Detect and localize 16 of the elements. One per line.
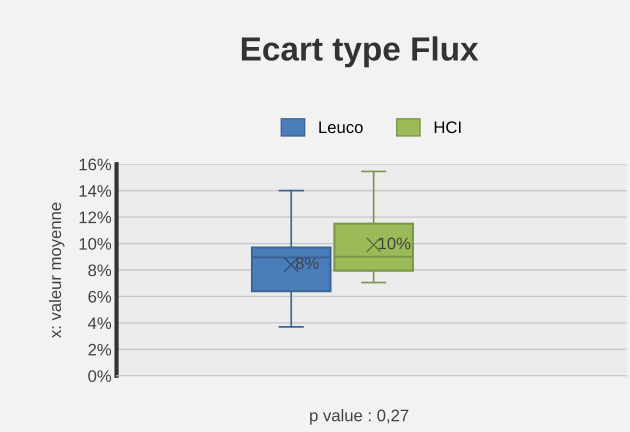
- chart-title: Ecart type Flux: [242, 36, 478, 68]
- y-tick-label: 8%: [88, 264, 112, 276]
- y-tick-label: 0%: [88, 370, 112, 382]
- legend-label: HCI: [434, 121, 461, 134]
- y-axis-title: x: valeur moyenne: [48, 202, 64, 338]
- y-tick-label: 10%: [80, 238, 112, 250]
- y-tick-label: 6%: [88, 290, 112, 303]
- y-tick-label: 4%: [88, 317, 112, 330]
- legend-label: Leuco: [319, 122, 363, 134]
- y-tick-label: 16%: [80, 158, 112, 170]
- y-tick-label: 12%: [80, 211, 112, 224]
- text: 10%: [378, 238, 410, 250]
- text: p value : 0,27: [310, 409, 408, 425]
- y-tick-label: 14%: [80, 185, 112, 197]
- text: 8%: [296, 257, 319, 270]
- y-tick-label: 2%: [88, 344, 112, 356]
